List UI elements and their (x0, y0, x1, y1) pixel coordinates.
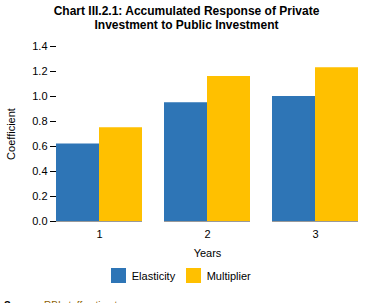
svg-text:1: 1 (96, 228, 102, 240)
svg-text:0.0: 0.0 (32, 215, 47, 227)
svg-text:0.4: 0.4 (32, 165, 47, 177)
html-text:Elasticity: Elasticity (131, 269, 176, 282)
svg-text:1.4: 1.4 (32, 40, 47, 52)
svg-text:2: 2 (204, 228, 210, 240)
svg-text:0.8: 0.8 (32, 115, 47, 127)
svg-text:0.6: 0.6 (32, 140, 47, 152)
html-text:Chart III.2.1: Accumulated Res: Chart III.2.1: Accumulated Response of P… (53, 4, 320, 32)
svg-text:1.0: 1.0 (32, 90, 47, 102)
svg-text:Coefficient: Coefficient (5, 108, 17, 160)
html-text:Multiplier: Multiplier (206, 269, 251, 282)
svg-text:3: 3 (312, 228, 318, 240)
svg-text:Years: Years (194, 247, 222, 259)
svg-text:1.2: 1.2 (32, 65, 47, 77)
svg-text:0.2: 0.2 (32, 190, 47, 202)
